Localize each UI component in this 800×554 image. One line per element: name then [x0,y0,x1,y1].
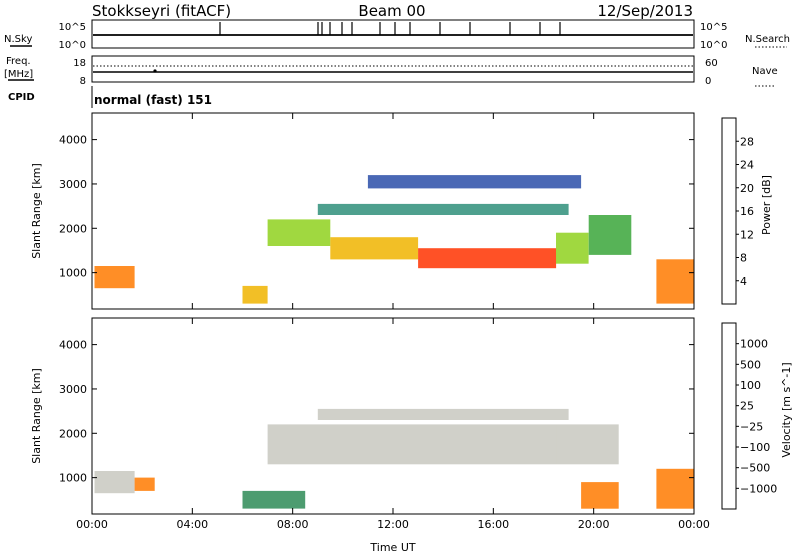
x-tick-label: 00:00 [678,518,710,531]
nave-tick-high: 60 [705,58,718,69]
colorbar-frame [721,117,737,305]
beam-title: Beam 00 [358,2,425,20]
velocity-colorbar-label: Velocity [m s^-1] [780,362,793,457]
echo-region [94,471,135,494]
power-ylabel: Slant Range [km] [30,163,43,259]
noise-tick-right-low: 10^0 [700,40,727,51]
y-tick-label: 1000 [59,472,87,485]
echo-region [267,424,557,465]
nave-tick-low: 0 [705,76,711,87]
colorbar-tick-label: 8 [740,252,747,265]
colorbar-tick-label: 20 [740,182,754,195]
x-tick-label: 00:00 [76,518,108,531]
colorbar-tick-label: 25 [740,400,754,413]
power-colorbar-label: Power [dB] [760,175,773,235]
y-tick-label: 3000 [59,383,87,396]
echo-region [242,490,306,509]
colorbar-tick-label: 24 [740,159,754,172]
echo-region [556,232,589,264]
cpid-text: normal (fast) 151 [94,93,212,107]
colorbar-frame [721,322,737,510]
noise-tick-right-high: 10^5 [700,22,727,33]
y-tick-label: 2000 [59,222,87,235]
freq-panel [91,55,695,83]
nsearch-label: N.Search [745,34,790,45]
freq-tick-high: 18 [73,58,86,69]
freq-spike [153,69,157,73]
power-yaxis: 1000 2000 3000 4000 [59,134,694,280]
colorbar-tick-label: −500 [740,462,770,475]
echo-region [317,408,569,420]
echo-region [242,285,268,304]
velocity-xaxis: 00:00 04:00 08:00 12:00 16:00 20:00 00:00 [76,318,710,531]
velocity-colorbar: 1000 500 100 25 −25 −100 −500 −1000 [721,322,777,510]
echo-region [367,175,582,189]
y-tick-label: 3000 [59,178,87,191]
cpid-label: CPID [8,92,35,103]
echo-region [656,259,694,304]
xaxis-label: Time UT [369,541,415,554]
echo-region [134,477,155,491]
power-xticks [91,113,695,309]
freq-label: Freq. [6,56,31,67]
date-title: 12/Sep/2013 [597,2,693,20]
colorbar-tick-label: 16 [740,205,754,218]
colorbar-tick-label: 28 [740,135,754,148]
power-echoes [94,175,694,304]
colorbar-tick-label: 1000 [740,338,768,351]
velocity-echoes [94,408,694,509]
y-tick-label: 2000 [59,427,87,440]
velocity-ylabel: Slant Range [km] [30,368,43,464]
nave-label: Nave [752,66,778,77]
colorbar-tick-label: −1000 [740,482,777,495]
x-tick-label: 20:00 [578,518,610,531]
nsky-label: N.Sky [4,34,32,45]
echo-region [588,215,632,255]
noise-panel [91,19,695,49]
velocity-yaxis: 1000 2000 3000 4000 [59,339,694,485]
station-title: Stokkseyri (fitACF) [92,2,231,20]
x-tick-label: 16:00 [477,518,509,531]
echo-region [656,468,694,509]
y-tick-label: 4000 [59,339,87,352]
y-tick-label: 1000 [59,267,87,280]
y-tick-label: 4000 [59,134,87,147]
colorbar-tick-label: 500 [740,358,761,371]
echo-region [581,482,619,509]
echo-region [418,248,557,269]
colorbar-tick-label: 100 [740,379,761,392]
x-tick-label: 12:00 [377,518,409,531]
echo-region [330,237,419,260]
colorbar-tick-label: −25 [740,420,763,433]
echo-region [317,203,569,215]
noise-tick-left-high: 10^5 [59,22,86,33]
colorbar-tick-label: −100 [740,441,770,454]
noise-trace [93,22,693,36]
freq-tick-low: 8 [80,76,86,87]
power-colorbar: 4 8 12 16 20 24 28 [721,117,754,305]
noise-tick-left-low: 10^0 [59,40,86,51]
x-tick-label: 08:00 [277,518,309,531]
x-tick-label: 04:00 [176,518,208,531]
colorbar-tick-label: 12 [740,228,754,241]
freq-unit-label: [MHz] [4,69,33,80]
echo-region [94,266,135,289]
colorbar-tick-label: 4 [740,275,747,288]
echo-region [556,424,619,465]
echo-region [267,219,331,246]
